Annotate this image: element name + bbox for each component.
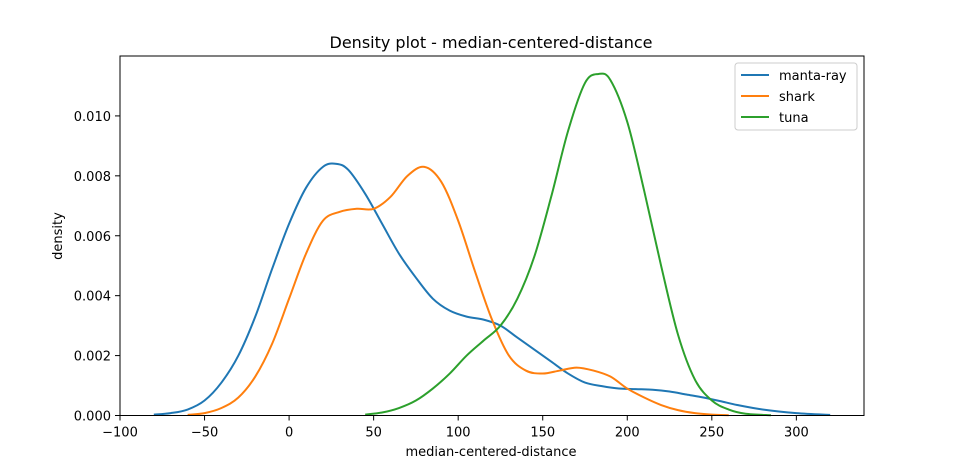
y-tick-label: 0.002 <box>74 350 111 365</box>
y-tick-label: 0.000 <box>74 410 111 425</box>
x-tick-label: 250 <box>699 426 724 441</box>
series-line-shark <box>187 165 729 417</box>
y-tick-label: 0.006 <box>74 230 111 245</box>
x-axis-label: median-centered-distance <box>406 445 577 460</box>
legend: manta-ray shark tuna <box>734 62 858 131</box>
legend-box <box>734 62 858 131</box>
x-tick-label: −100 <box>102 426 138 441</box>
x-tick-label: 0 <box>285 426 293 441</box>
plot-area <box>153 72 831 417</box>
y-tick-label: 0.008 <box>74 170 111 185</box>
series-line-manta-ray <box>153 162 831 416</box>
series-line-tuna <box>365 72 772 417</box>
y-axis-label: density <box>51 212 66 260</box>
chart-title: Density plot - median-centered-distance <box>330 33 653 52</box>
legend-label-tuna: tuna <box>779 111 809 126</box>
x-tick-label: 50 <box>365 426 382 441</box>
x-tick-label: −50 <box>191 426 218 441</box>
x-tick-label: 300 <box>784 426 809 441</box>
y-tick-label: 0.010 <box>74 110 111 125</box>
x-tick-label: 150 <box>530 426 555 441</box>
y-tick-label: 0.004 <box>74 290 111 305</box>
x-tick-label: 100 <box>446 426 471 441</box>
legend-label-manta-ray: manta-ray <box>779 69 847 84</box>
y-axis: 0.000 0.002 0.004 0.006 0.008 0.010 <box>74 110 120 425</box>
x-axis: −100 −50 0 50 100 150 200 250 300 <box>102 415 809 441</box>
legend-label-shark: shark <box>779 90 815 105</box>
x-tick-label: 200 <box>615 426 640 441</box>
